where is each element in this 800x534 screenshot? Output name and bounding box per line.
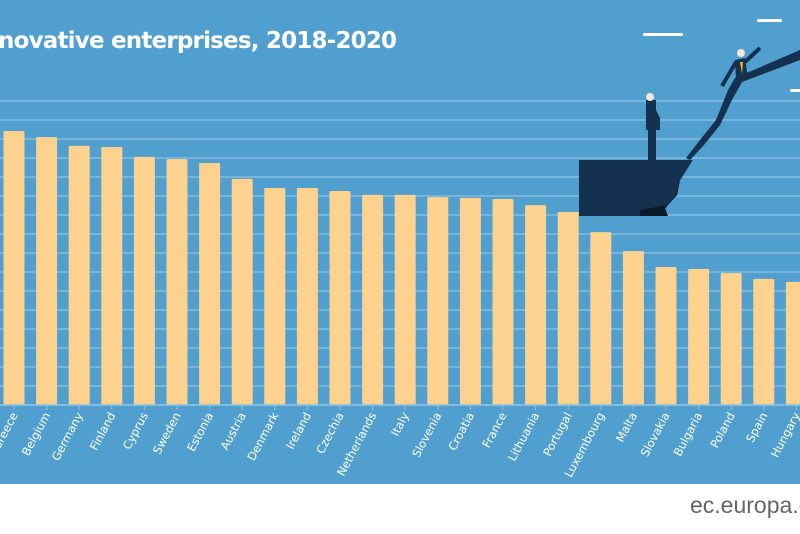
x-tick-label: Hungary (768, 410, 800, 460)
bar-portugal (557, 211, 579, 405)
cliff-illustration (579, 46, 800, 216)
x-tick-label: Sweden (150, 410, 184, 457)
x-tick-label: Slovenia (409, 410, 444, 460)
bar-malta (622, 251, 644, 405)
bar-czechia (329, 191, 351, 405)
x-tick-label: Croatia (445, 410, 477, 453)
x-tick-label: Malta (613, 410, 640, 445)
bar-france (492, 199, 514, 405)
bar-sweden (166, 159, 188, 405)
bar-slovenia (427, 197, 449, 405)
bar-hungary (785, 281, 800, 405)
cloud (643, 33, 683, 36)
x-tick-label: Belgium (19, 410, 53, 458)
bar-croatia (459, 197, 481, 405)
x-tick-label: Cyprus (120, 410, 151, 452)
bar-slovakia (655, 267, 677, 405)
x-tick-label: Italy (388, 410, 412, 439)
cloud (757, 19, 782, 22)
x-tick-label: Greece (0, 410, 21, 453)
bar-belgium (36, 137, 58, 405)
source-link[interactable]: ec.europa.eu (690, 492, 800, 518)
x-tick-label: Czechia (313, 410, 346, 456)
bar-ireland (296, 188, 318, 405)
bar-greece (3, 131, 25, 405)
x-tick-label: France (479, 410, 509, 450)
x-tick-label: Poland (707, 410, 737, 450)
bar-denmark (264, 188, 286, 405)
x-tick-label: Estonia (184, 410, 216, 454)
bar-italy (394, 194, 416, 405)
bar-luxembourg (590, 232, 612, 405)
x-tick-label: Ireland (283, 410, 314, 452)
bar-bulgaria (688, 268, 710, 405)
bar-poland (720, 273, 742, 405)
bar-estonia (199, 162, 221, 405)
x-tick-label: Finland (87, 410, 119, 453)
bar-finland (101, 146, 123, 406)
x-tick-label: Spain (743, 410, 770, 445)
x-tick-label: Denmark (244, 410, 281, 464)
bar-cyprus (133, 156, 155, 405)
bar-spain (753, 278, 775, 405)
bar-lithuania (525, 205, 547, 405)
x-tick-label: Germany (49, 410, 86, 463)
x-tick-label: Austria (217, 410, 248, 452)
chart-title: novative enterprises, 2018-2020 (0, 28, 397, 54)
bar-austria (231, 178, 253, 405)
x-tick-label: Slovakia (638, 410, 673, 459)
x-tick-label: Lithuania (505, 410, 542, 464)
bar-germany (68, 145, 90, 405)
bar-netherlands (362, 194, 384, 405)
x-tick-label: Portugal (540, 410, 575, 459)
cloud (790, 89, 800, 92)
x-tick-label: Bulgaria (670, 410, 705, 459)
